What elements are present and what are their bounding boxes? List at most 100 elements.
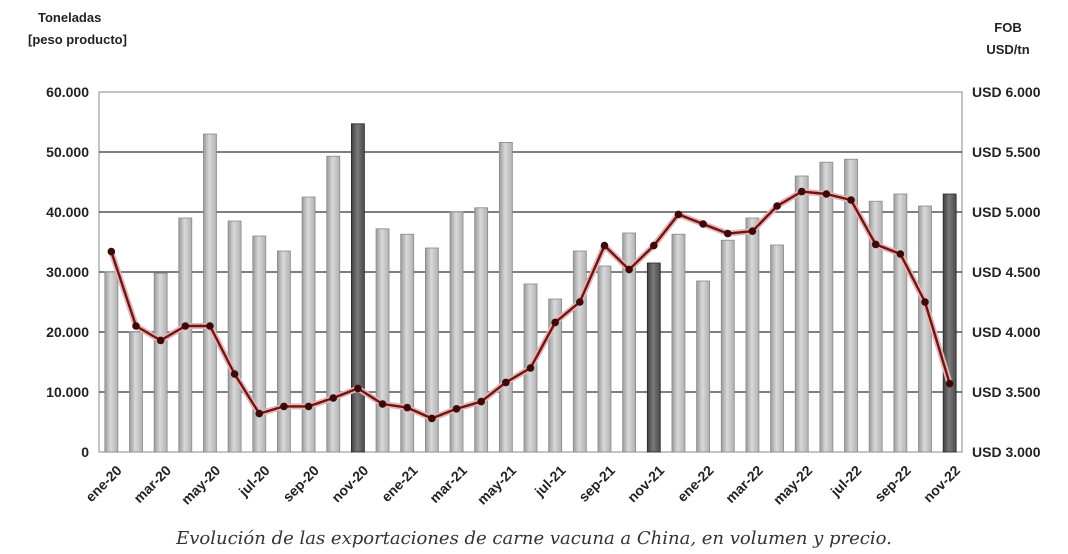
x-tick-label: nov-22 bbox=[920, 462, 963, 505]
bar bbox=[301, 196, 316, 453]
price-line-series bbox=[107, 187, 954, 423]
line-point bbox=[107, 247, 116, 256]
x-tick-label: sep-22 bbox=[871, 462, 914, 505]
line-point bbox=[132, 322, 140, 330]
x-tick-label: ene-21 bbox=[378, 462, 421, 505]
left-tick-label: 20.000 bbox=[46, 324, 89, 340]
x-tick-label: mar-21 bbox=[426, 462, 470, 506]
x-tick-label: ene-22 bbox=[674, 462, 717, 505]
x-tick-label: mar-22 bbox=[722, 462, 766, 506]
right-tick-label: USD 4.000 bbox=[972, 324, 1041, 340]
bar bbox=[696, 280, 710, 453]
bar bbox=[819, 161, 834, 453]
right-axis-title-line2: USD/tn bbox=[986, 42, 1029, 57]
left-y-axis: 0 10.000 20.000 30.000 40.000 50.000 60.000 bbox=[46, 84, 89, 460]
line-point bbox=[354, 384, 362, 393]
bar bbox=[720, 239, 735, 453]
x-tick-label: sep-21 bbox=[575, 462, 618, 505]
line-point bbox=[649, 241, 658, 250]
bar bbox=[868, 200, 883, 453]
bar bbox=[794, 175, 809, 453]
bar bbox=[227, 220, 242, 453]
line-point bbox=[600, 241, 609, 250]
line-point bbox=[847, 196, 855, 204]
bar bbox=[745, 217, 760, 453]
right-tick-label: USD 3.500 bbox=[972, 384, 1041, 400]
x-tick-label: mar-20 bbox=[130, 462, 174, 506]
right-tick-label: USD 3.000 bbox=[972, 444, 1041, 460]
bar-series bbox=[104, 123, 957, 453]
x-tick-label: jul-22 bbox=[827, 462, 865, 500]
grid-lines bbox=[99, 151, 962, 393]
bar bbox=[572, 250, 587, 453]
bar bbox=[918, 205, 932, 453]
bar bbox=[474, 207, 489, 453]
right-tick-label: USD 4.500 bbox=[972, 264, 1041, 280]
x-tick-label: may-22 bbox=[770, 462, 816, 508]
right-y-axis: USD 3.000 USD 3.500 USD 4.000 USD 4.500 USD … bbox=[972, 84, 1041, 460]
line-point bbox=[181, 322, 190, 330]
line-point bbox=[945, 379, 954, 388]
line-point bbox=[896, 250, 905, 258]
line-point bbox=[526, 364, 535, 372]
line-point bbox=[748, 227, 757, 235]
bar bbox=[104, 271, 119, 453]
line-point bbox=[502, 378, 510, 387]
bar bbox=[424, 247, 439, 453]
left-tick-label: 10.000 bbox=[46, 384, 89, 400]
line-point bbox=[206, 322, 214, 330]
left-axis-title-line1: Toneladas bbox=[38, 10, 101, 25]
x-tick-label: nov-20 bbox=[328, 462, 371, 505]
bar bbox=[277, 250, 291, 453]
bar bbox=[646, 262, 661, 453]
line-point bbox=[280, 402, 288, 411]
bar bbox=[129, 331, 143, 453]
line-point bbox=[773, 202, 781, 210]
left-tick-label: 60.000 bbox=[46, 84, 89, 100]
bar bbox=[375, 228, 390, 453]
left-tick-label: 0 bbox=[81, 444, 89, 460]
bar bbox=[178, 217, 193, 453]
left-tick-label: 30.000 bbox=[46, 264, 89, 280]
line-point bbox=[255, 409, 264, 418]
line-point bbox=[304, 402, 313, 411]
line-point bbox=[428, 414, 436, 423]
x-tick-label: jul-21 bbox=[531, 462, 569, 500]
bar bbox=[350, 123, 365, 453]
right-tick-label: USD 5.500 bbox=[972, 144, 1041, 160]
bar bbox=[844, 158, 858, 453]
left-tick-label: 50.000 bbox=[46, 144, 89, 160]
line-point bbox=[723, 229, 732, 238]
line-point bbox=[156, 336, 165, 345]
line-point bbox=[551, 318, 559, 327]
line-point bbox=[699, 220, 707, 228]
bar bbox=[498, 141, 513, 453]
line-point bbox=[797, 187, 806, 196]
x-tick-label: may-21 bbox=[474, 462, 520, 508]
line-point bbox=[230, 370, 239, 378]
bar bbox=[548, 298, 563, 453]
bar bbox=[622, 232, 637, 453]
bar bbox=[597, 265, 612, 453]
line-point bbox=[625, 265, 633, 274]
x-tick-label: may-20 bbox=[178, 462, 224, 508]
line-point bbox=[921, 298, 929, 306]
x-tick-label: jul-20 bbox=[235, 462, 273, 500]
right-axis-title-line1: FOB bbox=[994, 20, 1021, 35]
right-tick-label: USD 6.000 bbox=[972, 84, 1041, 100]
x-tick-label: ene-20 bbox=[82, 462, 125, 505]
x-tick-label: sep-20 bbox=[279, 462, 322, 505]
line-point bbox=[452, 405, 461, 413]
line-point bbox=[403, 403, 412, 412]
line-point bbox=[871, 240, 880, 249]
bar bbox=[893, 193, 908, 453]
bar bbox=[942, 193, 957, 453]
bar bbox=[770, 244, 784, 453]
bar bbox=[203, 133, 217, 453]
bar bbox=[326, 155, 341, 453]
bar bbox=[671, 233, 686, 453]
x-axis: ene-20 mar-20 may-20 jul-20 sep-20 nov-20 ene-… bbox=[82, 462, 963, 508]
line-point bbox=[378, 400, 387, 408]
left-tick-label: 40.000 bbox=[46, 204, 89, 220]
